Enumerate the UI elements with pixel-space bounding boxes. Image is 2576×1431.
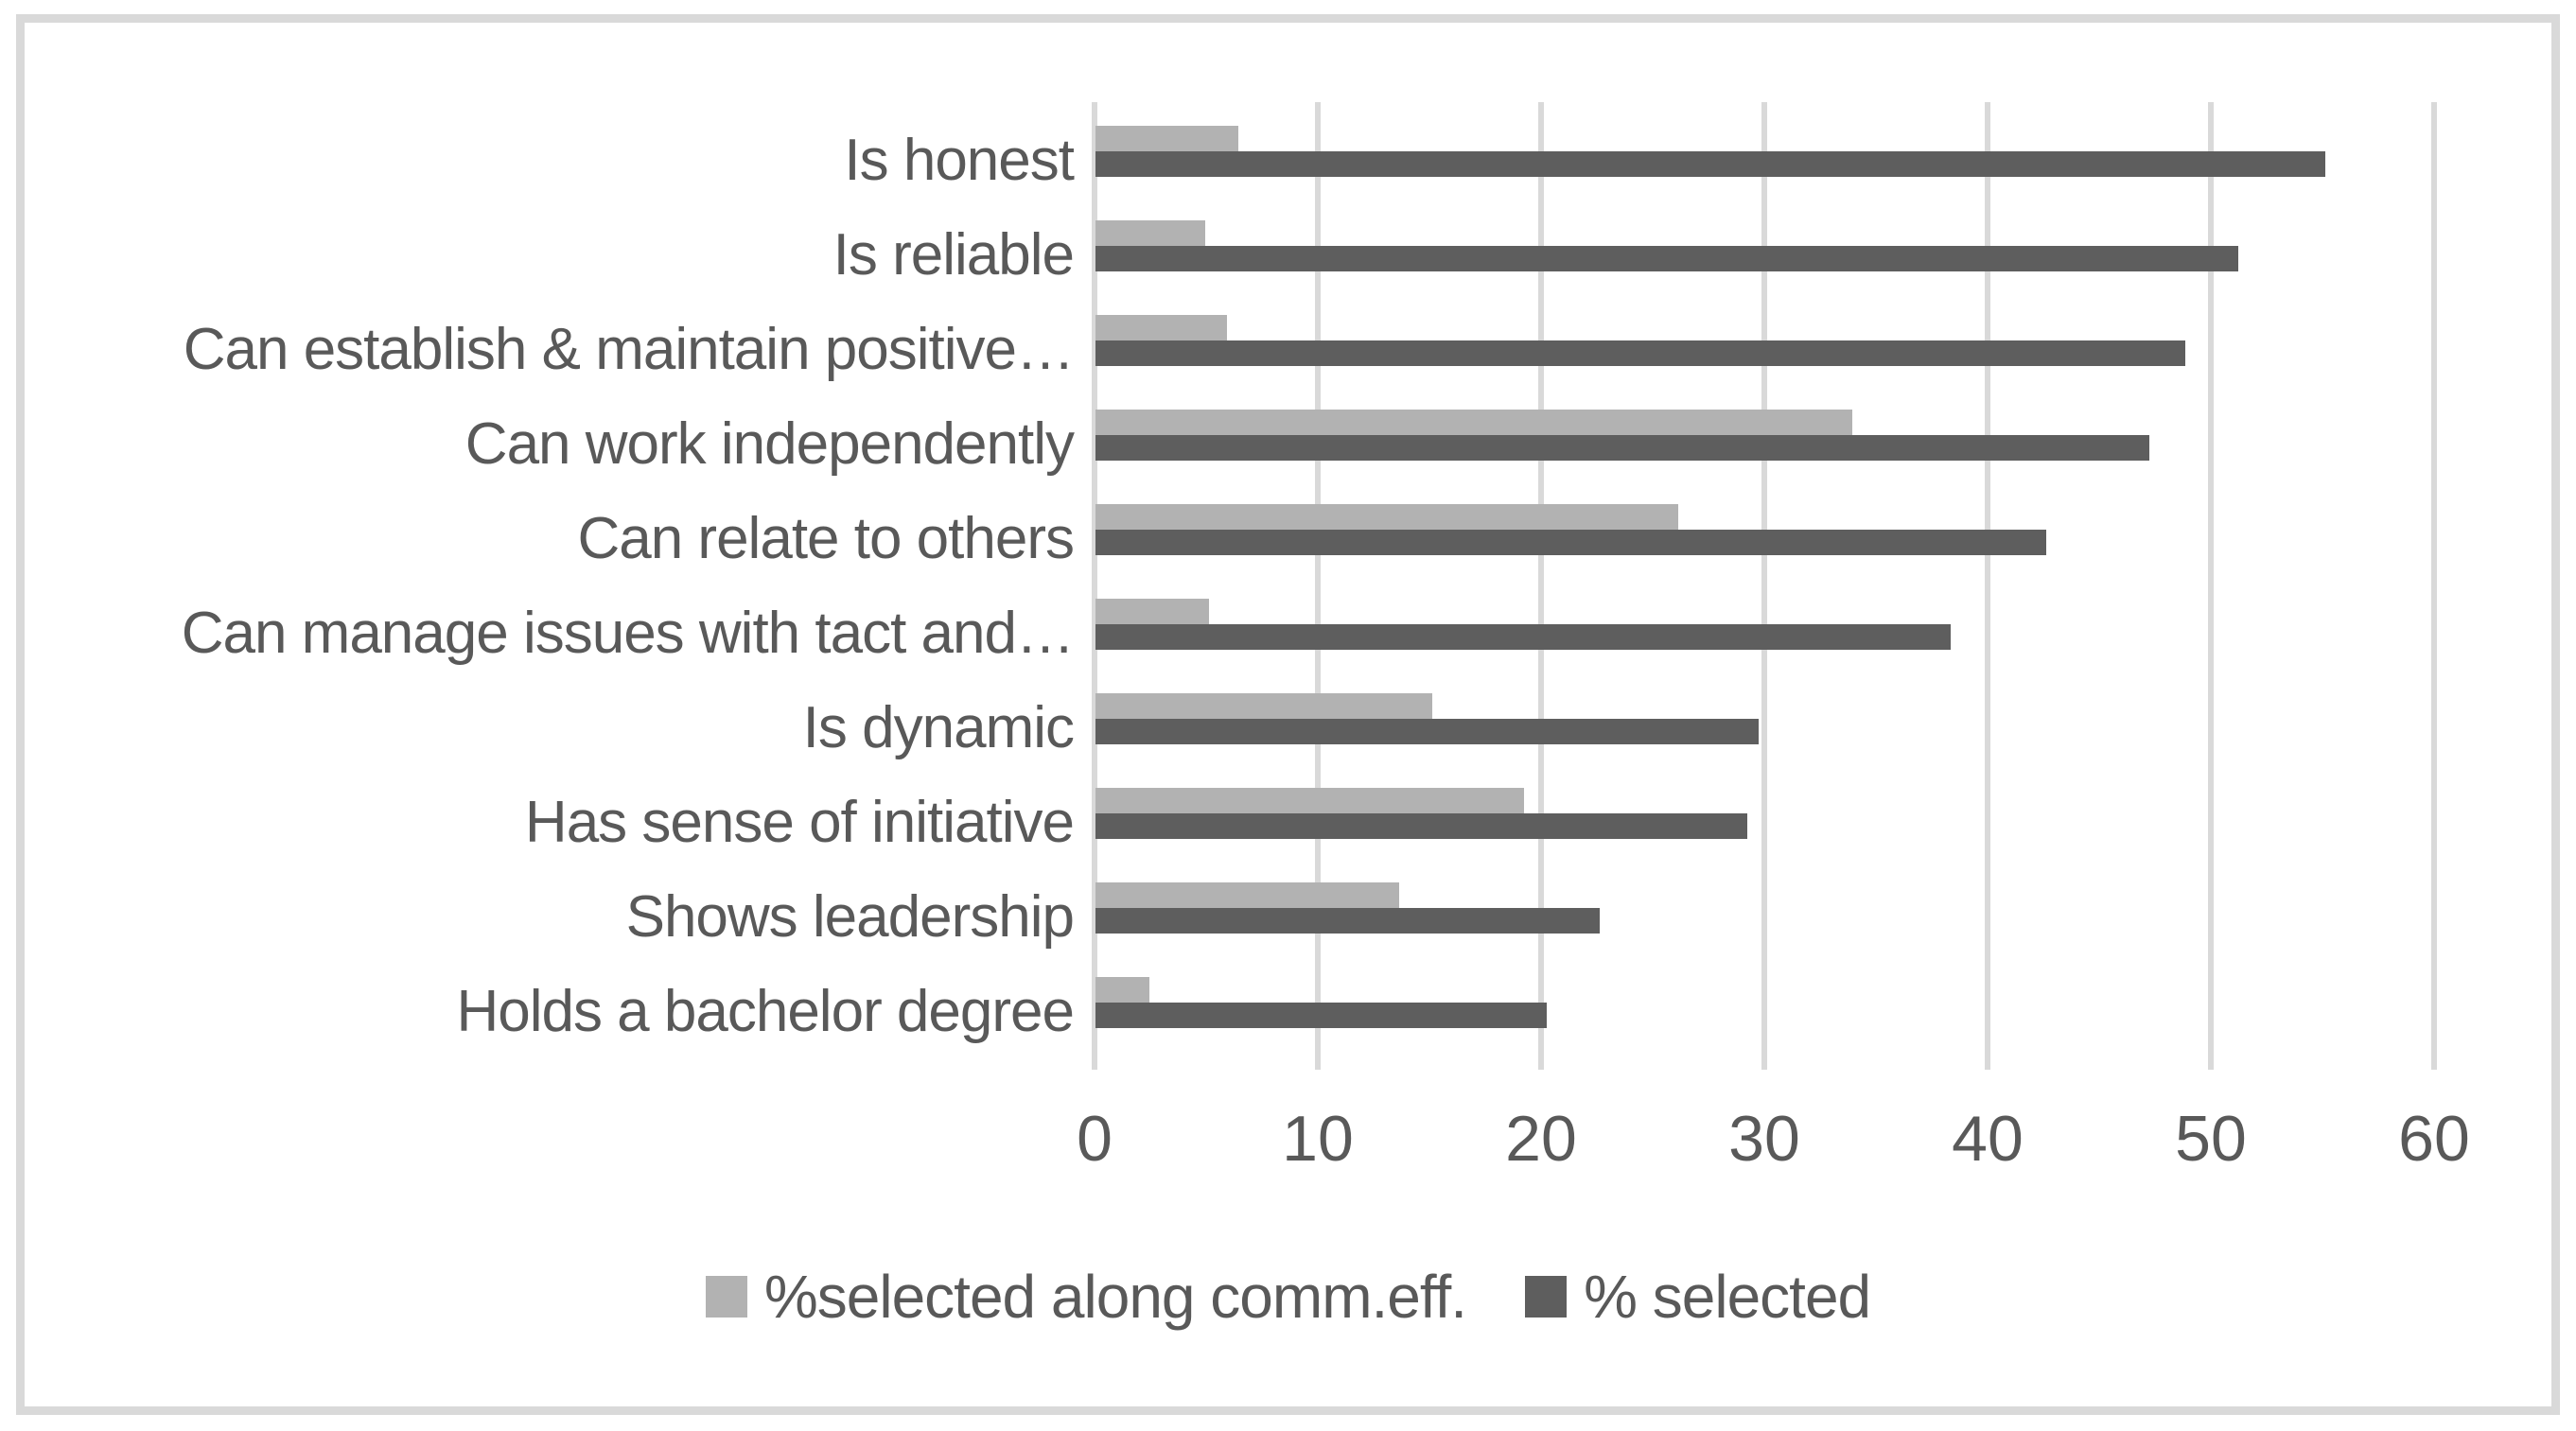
gridline-0: [1092, 102, 1097, 1070]
category-label-row-1: Is reliable: [832, 222, 1075, 288]
legend-label-selected-along-comm-eff: %selected along comm.eff.: [763, 1263, 1467, 1331]
bar-dark-row-5: [1095, 624, 1951, 650]
bar-light-row-8: [1095, 882, 1399, 908]
x-tick-label-50: 50: [2175, 1103, 2247, 1175]
bar-light-row-5: [1095, 599, 1209, 624]
bar-light-row-1: [1095, 220, 1205, 246]
legend: %selected along comm.eff. % selected: [0, 1264, 2576, 1330]
x-tick-label-10: 10: [1282, 1103, 1354, 1175]
x-tick-label-0: 0: [1077, 1103, 1113, 1175]
legend-item-selected-along-comm-eff: %selected along comm.eff.: [705, 1263, 1467, 1331]
bar-dark-row-4: [1095, 530, 2046, 555]
x-tick-label-40: 40: [1952, 1103, 2024, 1175]
category-label-row-7: Has sense of initiative: [524, 790, 1075, 855]
category-label-row-9: Holds a bachelor degree: [456, 979, 1075, 1044]
legend-item-percent-selected: % selected: [1525, 1263, 1871, 1331]
gridline-60: [2431, 102, 2437, 1070]
bar-light-row-6: [1095, 693, 1432, 719]
category-label-row-3: Can work independently: [464, 411, 1075, 477]
bar-dark-row-8: [1095, 908, 1600, 934]
bar-dark-row-1: [1095, 246, 2238, 271]
gridline-10: [1315, 102, 1321, 1070]
x-tick-label-20: 20: [1505, 1103, 1577, 1175]
bar-light-row-0: [1095, 126, 1238, 151]
legend-label-percent-selected: % selected: [1584, 1263, 1871, 1331]
bar-dark-row-2: [1095, 340, 2185, 366]
gridline-30: [1761, 102, 1767, 1070]
legend-swatch-light-icon: [705, 1276, 747, 1318]
bar-light-row-4: [1095, 504, 1678, 530]
bar-dark-row-9: [1095, 1003, 1547, 1028]
legend-swatch-dark-icon: [1525, 1276, 1568, 1318]
category-label-row-4: Can relate to others: [577, 506, 1075, 571]
category-label-row-8: Shows leadership: [625, 884, 1075, 950]
bar-light-row-2: [1095, 315, 1227, 340]
bar-light-row-9: [1095, 977, 1149, 1003]
bar-light-row-3: [1095, 410, 1852, 435]
bar-dark-row-6: [1095, 719, 1759, 744]
bar-light-row-7: [1095, 788, 1524, 813]
gridline-20: [1538, 102, 1544, 1070]
x-tick-label-30: 30: [1728, 1103, 1800, 1175]
category-label-row-5: Can manage issues with tact and…: [181, 601, 1075, 666]
category-label-row-2: Can establish & maintain positive…: [183, 317, 1075, 382]
bar-dark-row-3: [1095, 435, 2149, 461]
category-label-row-6: Is dynamic: [802, 695, 1075, 760]
category-label-row-0: Is honest: [844, 128, 1075, 193]
gridline-40: [1985, 102, 1990, 1070]
x-tick-label-60: 60: [2398, 1103, 2470, 1175]
gridline-50: [2208, 102, 2214, 1070]
bar-dark-row-7: [1095, 813, 1747, 839]
bar-dark-row-0: [1095, 151, 2325, 177]
